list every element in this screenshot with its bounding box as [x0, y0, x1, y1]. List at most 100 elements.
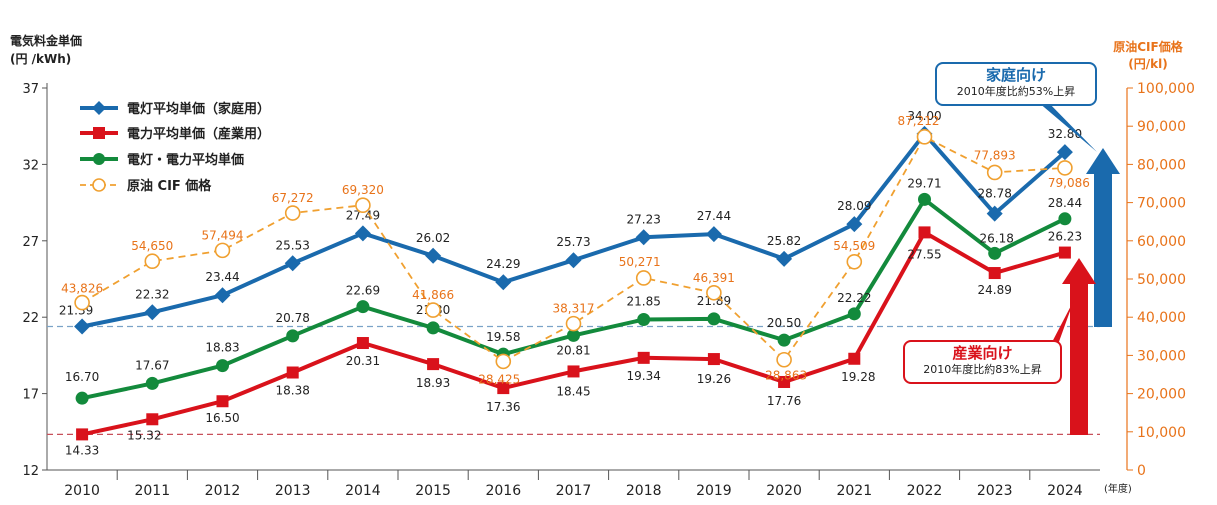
data-label: 19.26 [697, 372, 731, 386]
right-tick-label: 30,000 [1137, 348, 1186, 364]
data-point [76, 428, 89, 441]
left-tick-label: 37 [22, 82, 39, 97]
data-label: 25.73 [556, 235, 590, 249]
right-tick-label: 90,000 [1137, 119, 1186, 135]
data-point [846, 253, 863, 270]
legend-label: 電灯平均単価（家庭用） [127, 101, 270, 117]
x-tick-label: 2022 [907, 483, 943, 499]
data-point [286, 329, 300, 343]
data-point [216, 395, 229, 408]
data-label: 87,212 [898, 114, 940, 128]
right-tick-label: 80,000 [1137, 157, 1186, 173]
home-increase-arrow-head [1086, 148, 1120, 174]
x-tick-label: 2023 [977, 483, 1013, 499]
home-callout-pointer [1038, 98, 1097, 152]
data-label: 41,866 [412, 288, 454, 302]
right-axis-unit: (円/kl) [1128, 57, 1167, 71]
data-label: 26.02 [416, 231, 450, 245]
right-tick-label: 50,000 [1137, 272, 1186, 288]
data-point [918, 226, 931, 239]
data-point [214, 242, 231, 259]
data-point [75, 391, 89, 405]
data-point [354, 225, 371, 242]
data-label: 18.93 [416, 376, 450, 390]
data-label: 28.09 [837, 199, 871, 213]
data-label: 19.34 [627, 369, 661, 383]
data-point [988, 246, 1002, 260]
data-label: 24.29 [486, 257, 520, 271]
data-point [1058, 246, 1071, 259]
data-label: 50,271 [619, 255, 661, 269]
callout-industry: 産業向け 2010年度比約83%上昇 [903, 340, 1062, 384]
right-tick-label: 100,000 [1137, 81, 1195, 97]
left-tick-label: 27 [22, 235, 39, 250]
data-label: 46,391 [693, 271, 735, 285]
data-label: 17.36 [486, 400, 520, 414]
data-label: 67,272 [272, 191, 314, 205]
data-label: 28,863 [765, 369, 807, 383]
callout-home-sub: 2010年度比約53%上昇 [956, 85, 1076, 98]
data-point [705, 226, 722, 243]
callout-industry-title: 産業向け [952, 344, 1013, 362]
data-label: 18.45 [556, 384, 590, 398]
data-label: 34.00 [907, 109, 941, 123]
data-label: 22.69 [346, 284, 380, 298]
x-tick-label: 2020 [766, 483, 802, 499]
data-label: 23.44 [205, 270, 239, 284]
data-label: 18.38 [276, 384, 310, 398]
data-point [565, 315, 582, 332]
data-point [355, 197, 371, 213]
data-point [1058, 212, 1072, 226]
data-point [74, 318, 91, 335]
right-tick-label: 10,000 [1137, 425, 1186, 441]
data-point [495, 353, 512, 370]
x-unit-label: (年度) [1104, 482, 1132, 495]
industry-increase-arrow-head [1062, 258, 1096, 284]
data-point [776, 351, 792, 368]
data-point [426, 321, 440, 335]
data-point [848, 352, 861, 365]
data-point [918, 192, 931, 206]
data-point [144, 304, 161, 321]
data-label: 26.18 [980, 231, 1014, 245]
data-label: 16.50 [205, 411, 239, 425]
right-tick-label: 0 [1137, 463, 1146, 479]
data-label: 28.44 [1048, 196, 1082, 210]
x-tick-label: 2015 [415, 483, 451, 499]
x-tick-label: 2019 [696, 483, 732, 499]
left-tick-label: 17 [22, 388, 39, 403]
data-point [284, 255, 301, 272]
right-tick-label: 20,000 [1137, 387, 1186, 403]
x-tick-label: 2017 [556, 483, 592, 499]
data-label: 54,509 [833, 239, 875, 253]
legend-marker [92, 101, 106, 115]
x-tick-label: 2024 [1047, 483, 1083, 499]
data-label: 27.55 [907, 247, 941, 261]
data-point [846, 216, 863, 233]
data-label: 20.50 [767, 316, 801, 330]
callout-industry-sub: 2010年度比約83%上昇 [923, 363, 1042, 376]
data-point [637, 312, 651, 326]
x-tick-label: 2010 [64, 483, 100, 499]
data-point [216, 359, 229, 373]
data-point [776, 250, 793, 267]
data-label: 69,320 [342, 183, 384, 197]
data-point [1057, 160, 1073, 176]
left-axis-unit: (円 /kWh) [10, 52, 71, 66]
data-point [707, 353, 720, 366]
data-label: 27.23 [627, 212, 661, 226]
left-axis-title: 電気料金単価 [10, 33, 82, 48]
data-point [986, 205, 1003, 222]
data-point [565, 252, 582, 269]
data-label: 16.70 [65, 370, 99, 384]
x-tick-label: 2018 [626, 483, 662, 499]
industry-increase-arrow-shaft [1070, 282, 1088, 435]
right-axis-title: 原油CIF価格 [1113, 39, 1183, 54]
right-tick-label: 40,000 [1137, 310, 1186, 326]
x-tick-label: 2012 [205, 483, 241, 499]
x-tick-label: 2011 [134, 483, 170, 499]
data-point [74, 294, 90, 311]
x-tick-label: 2013 [275, 483, 311, 499]
data-point [356, 337, 369, 350]
home-increase-arrow-shaft [1094, 172, 1112, 327]
